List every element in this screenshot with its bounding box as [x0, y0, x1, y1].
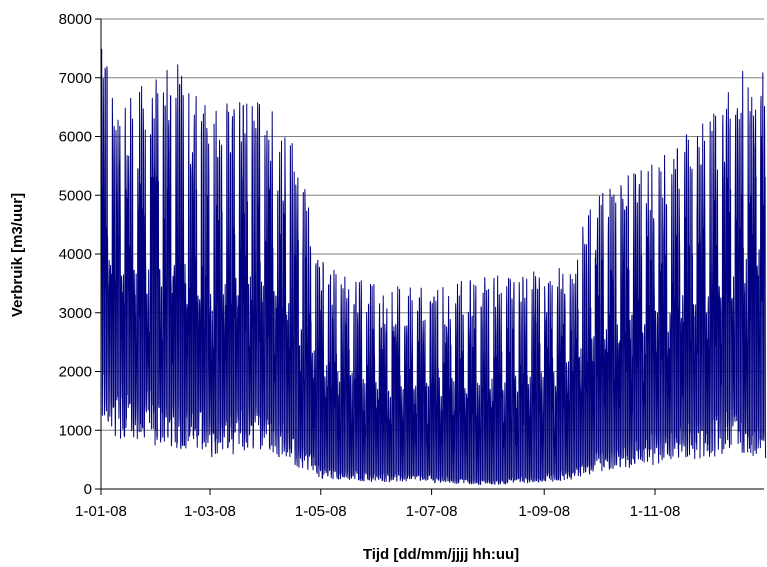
y-tick-label: 5000 [59, 187, 92, 204]
y-tick-label: 7000 [59, 70, 92, 87]
y-tick-label: 4000 [59, 246, 92, 263]
y-tick-label: 3000 [59, 305, 92, 322]
y-tick-label: 8000 [59, 11, 92, 28]
x-axis-title: Tijd [dd/mm/jjjj hh:uu] [363, 546, 519, 563]
y-tick-label: 6000 [59, 129, 92, 146]
y-axis-title: Verbruik [m3/uur] [9, 193, 26, 317]
x-tick-labels: 1-01-08 1-03-08 1-05-08 1-07-08 1-09-08 1-11-… [75, 503, 680, 520]
x-tick-label: 1-01-08 [75, 503, 127, 520]
x-tick-label: 1-09-08 [518, 503, 570, 520]
x-tick-label: 1-11-08 [630, 503, 681, 520]
y-tick-label: 0 [84, 481, 92, 498]
y-tick-label: 2000 [59, 364, 92, 381]
y-tick-label: 1000 [59, 422, 92, 439]
x-tick-label: 1-05-08 [295, 503, 347, 520]
consumption-series-line [100, 48, 767, 485]
x-tick-label: 1-03-08 [184, 503, 236, 520]
axes [95, 18, 764, 495]
series-layer [100, 48, 767, 485]
y-tick-labels: 0 1000 2000 3000 4000 5000 6000 7000 8000 [59, 11, 92, 498]
x-tick-label: 1-07-08 [406, 503, 458, 520]
